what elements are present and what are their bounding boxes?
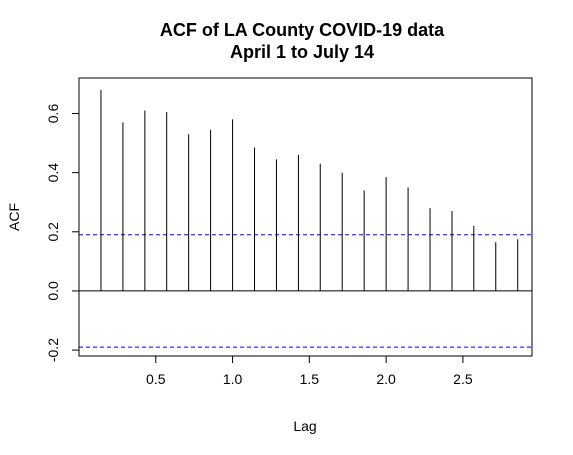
- y-axis: -0.2 0.0 0.2 0.4 0.6: [45, 104, 80, 362]
- x-tick-label: 0.5: [146, 371, 166, 387]
- x-tick-label: 2.0: [376, 371, 396, 387]
- acf-bars: [100, 89, 519, 291]
- y-axis-label: ACF: [6, 203, 22, 231]
- x-tick-label: 2.5: [453, 371, 473, 387]
- y-tick-label: 0.2: [45, 222, 61, 242]
- y-tick-label: 0.4: [45, 163, 61, 183]
- x-axis-label: Lag: [293, 418, 316, 434]
- chart-title-line-1: ACF of LA County COVID-19 data: [160, 20, 445, 40]
- chart-title-line-2: April 1 to July 14: [230, 42, 374, 62]
- x-tick-label: 1.0: [223, 371, 243, 387]
- y-tick-label: 0.6: [45, 104, 61, 124]
- x-axis: 0.5 1.0 1.5 2.0 2.5: [146, 355, 473, 387]
- y-tick-label: 0.0: [45, 281, 61, 301]
- plot-frame: [78, 77, 533, 357]
- x-tick-label: 1.5: [300, 371, 320, 387]
- y-tick-label: -0.2: [45, 338, 61, 362]
- confidence-bounds: [79, 234, 532, 348]
